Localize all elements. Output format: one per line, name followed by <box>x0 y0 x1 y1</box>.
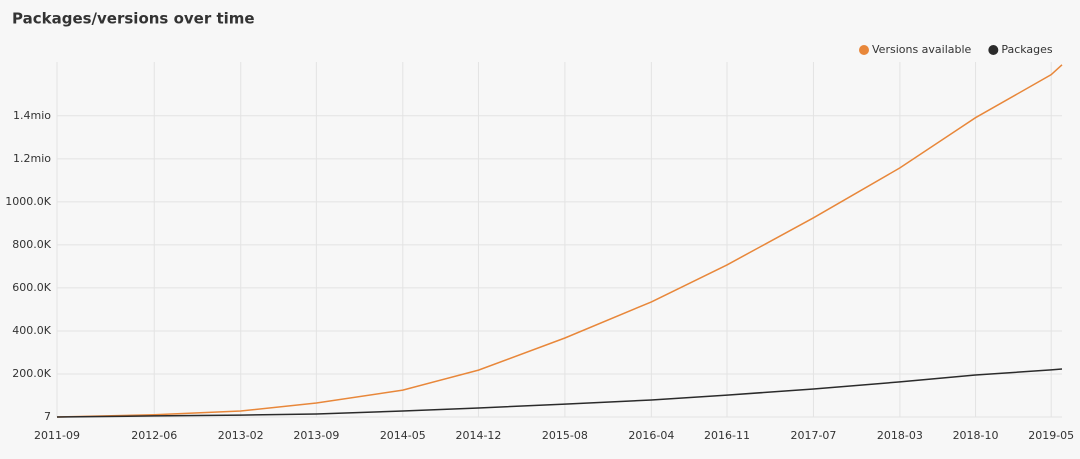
x-tick-label: 2016-04 <box>628 429 674 442</box>
x-tick-label: 2013-09 <box>293 429 339 442</box>
x-tick-label: 2017-07 <box>790 429 836 442</box>
x-tick-label: 2018-10 <box>953 429 999 442</box>
y-tick-label: 1000.0K <box>5 195 51 208</box>
legend-label: Packages <box>1001 43 1053 56</box>
series-line <box>56 368 1063 418</box>
y-tick-label: 600.0K <box>12 281 51 294</box>
legend-label: Versions available <box>872 43 972 56</box>
y-tick-label: 1.2mio <box>13 152 51 165</box>
y-tick-label: 800.0K <box>12 238 51 251</box>
chart-title: Packages/versions over time <box>12 10 255 28</box>
y-tick-label: 1.4mio <box>13 109 51 122</box>
x-tick-label: 2018-03 <box>877 429 923 442</box>
x-tick-label: 2019-05 <box>1028 429 1074 442</box>
x-tick-label: 2014-05 <box>380 429 426 442</box>
y-tick-label: 7 <box>44 410 51 423</box>
x-tick-label: 2014-12 <box>455 429 501 442</box>
x-tick-label: 2011-09 <box>34 429 80 442</box>
x-tick-label: 2016-11 <box>704 429 750 442</box>
x-tick-label: 2012-06 <box>131 429 177 442</box>
x-tick-label: 2015-08 <box>542 429 588 442</box>
y-tick-label: 200.0K <box>12 367 51 380</box>
x-tick-label: 2013-02 <box>218 429 264 442</box>
legend-marker <box>859 45 869 55</box>
y-tick-label: 400.0K <box>12 324 51 337</box>
legend-marker <box>988 45 999 55</box>
series-line <box>56 64 1063 418</box>
